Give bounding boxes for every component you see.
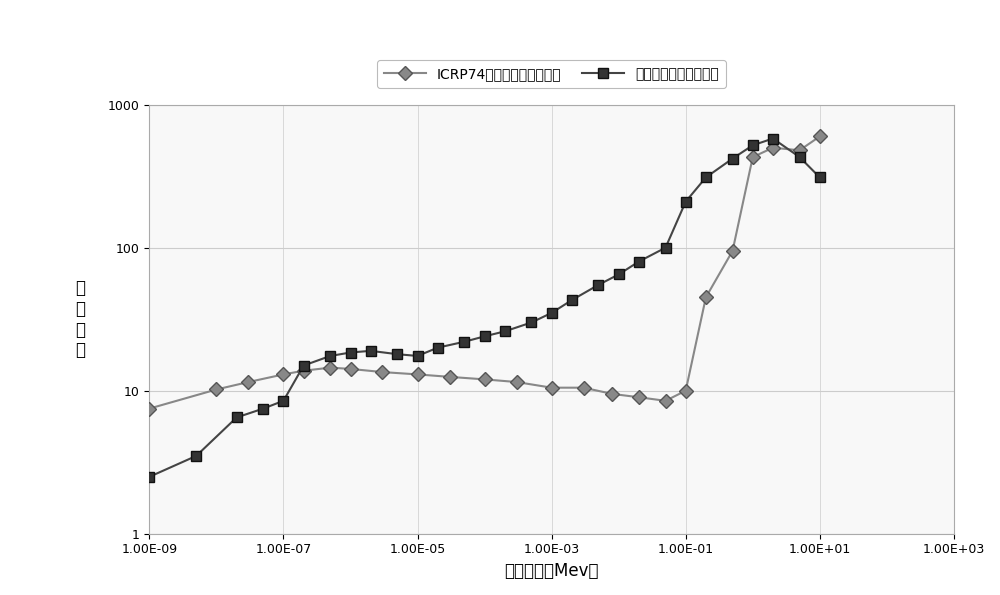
- 镏片补偶后的响应曲线: [324, 352, 336, 359]
- Line: ICRP74号注量剂量转换系数: ICRP74号注量剂量转换系数: [145, 131, 825, 414]
- ICRP74号注量剂量转换系数: [345, 365, 357, 372]
- 镏片补偶后的响应曲线: [680, 198, 692, 205]
- ICRP74号注量剂量转换系数: [727, 248, 739, 255]
- ICRP74号注量剂量转换系数: [242, 378, 254, 386]
- ICRP74号注量剂量转换系数: [633, 394, 645, 401]
- 镏片补偶后的响应曲线: [365, 347, 377, 355]
- ICRP74号注量剂量转换系数: [376, 368, 388, 375]
- Y-axis label: 相
对
响
应: 相 对 响 应: [75, 279, 85, 359]
- 镏片补偶后的响应曲线: [231, 414, 243, 421]
- ICRP74号注量剂量转换系数: [444, 373, 456, 380]
- 镏片补偶后的响应曲线: [767, 135, 779, 142]
- 镏片补偶后的响应曲线: [391, 350, 403, 358]
- ICRP74号注量剂量转换系数: [277, 371, 289, 378]
- Legend: ICRP74号注量剂量转换系数, 镏片补偶后的响应曲线: ICRP74号注量剂量转换系数, 镏片补偶后的响应曲线: [377, 60, 726, 88]
- 镏片补偶后的响应曲线: [794, 154, 806, 161]
- ICRP74号注量剂量转换系数: [814, 133, 826, 140]
- 镏片补偶后的响应曲线: [298, 362, 310, 369]
- 镏片补偶后的响应曲线: [499, 328, 511, 335]
- 镏片补偶后的响应曲线: [546, 309, 558, 317]
- ICRP74号注量剂量转换系数: [324, 364, 336, 371]
- 镏片补偶后的响应曲线: [525, 319, 537, 326]
- ICRP74号注量剂量转换系数: [479, 376, 491, 383]
- ICRP74号注量剂量转换系数: [747, 154, 759, 161]
- ICRP74号注量剂量转换系数: [511, 378, 523, 386]
- 镏片补偶后的响应曲线: [660, 244, 672, 251]
- 镏片补偶后的响应曲线: [566, 296, 578, 303]
- 镏片补偶后的响应曲线: [727, 155, 739, 162]
- 镏片补偶后的响应曲线: [432, 344, 444, 351]
- ICRP74号注量剂量转换系数: [794, 147, 806, 154]
- 镏片补偶后的响应曲线: [345, 349, 357, 356]
- X-axis label: 中子能量（Mev）: 中子能量（Mev）: [504, 562, 599, 580]
- ICRP74号注量剂量转换系数: [578, 384, 590, 392]
- ICRP74号注量剂量转换系数: [298, 367, 310, 374]
- 镏片补偶后的响应曲线: [592, 281, 604, 289]
- ICRP74号注量剂量转换系数: [680, 387, 692, 394]
- ICRP74号注量剂量转换系数: [412, 371, 424, 378]
- 镏片补偶后的响应曲线: [700, 174, 712, 181]
- ICRP74号注量剂量转换系数: [606, 390, 618, 397]
- 镏片补偶后的响应曲线: [257, 405, 269, 412]
- ICRP74号注量剂量转换系数: [660, 397, 672, 405]
- 镏片补偶后的响应曲线: [277, 397, 289, 405]
- ICRP74号注量剂量转换系数: [700, 294, 712, 301]
- 镏片补偶后的响应曲线: [613, 271, 625, 278]
- ICRP74号注量剂量转换系数: [210, 386, 222, 393]
- 镏片补偶后的响应曲线: [814, 174, 826, 181]
- 镏片补偶后的响应曲线: [143, 473, 155, 480]
- 镏片补偶后的响应曲线: [190, 452, 202, 459]
- 镏片补偶后的响应曲线: [412, 352, 424, 359]
- 镏片补偶后的响应曲线: [633, 258, 645, 265]
- 镏片补偶后的响应曲线: [479, 333, 491, 340]
- ICRP74号注量剂量转换系数: [767, 144, 779, 151]
- 镏片补偶后的响应曲线: [458, 338, 470, 345]
- ICRP74号注量剂量转换系数: [143, 405, 155, 412]
- ICRP74号注量剂量转换系数: [546, 384, 558, 392]
- Line: 镏片补偶后的响应曲线: 镏片补偶后的响应曲线: [145, 134, 825, 482]
- 镏片补偶后的响应曲线: [747, 142, 759, 149]
